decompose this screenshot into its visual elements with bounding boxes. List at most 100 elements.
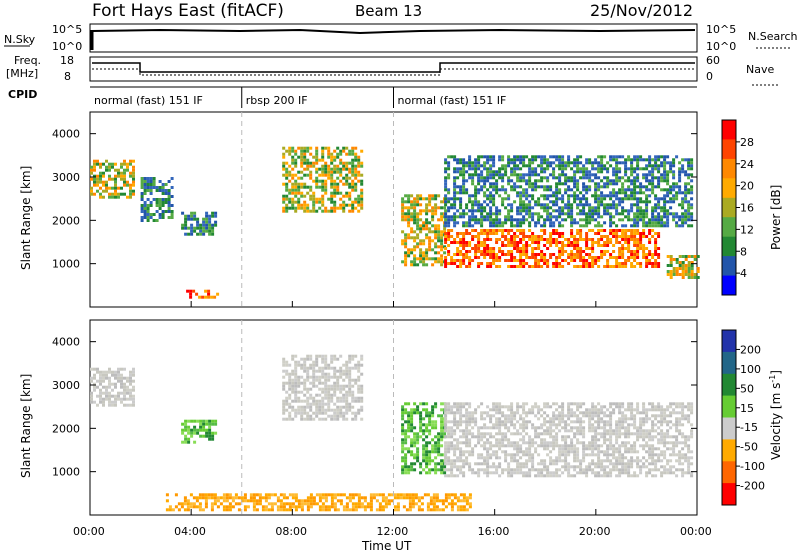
heatmap-cell bbox=[609, 215, 613, 219]
heatmap-cell bbox=[477, 241, 481, 244]
heatmap-cell bbox=[428, 423, 432, 427]
heatmap-cell bbox=[205, 434, 209, 438]
heatmap-cell bbox=[300, 182, 304, 186]
heatmap-cell bbox=[558, 179, 562, 183]
heatmap-cell bbox=[657, 179, 661, 183]
heatmap-cell bbox=[434, 444, 438, 448]
heatmap-cell bbox=[282, 375, 286, 379]
heatmap-cell bbox=[282, 417, 286, 421]
heatmap-cell bbox=[282, 161, 286, 165]
heatmap-cell bbox=[444, 221, 448, 225]
heatmap-cell bbox=[468, 173, 472, 177]
heatmap-cell bbox=[196, 223, 200, 227]
heatmap-cell bbox=[401, 197, 405, 201]
heatmap-cell bbox=[603, 194, 607, 198]
heatmap-cell bbox=[114, 168, 117, 172]
heatmap-cell bbox=[621, 200, 625, 204]
heatmap-cell bbox=[492, 471, 496, 475]
heatmap-cell bbox=[576, 447, 580, 451]
heatmap-cell bbox=[555, 232, 559, 235]
heatmap-cell bbox=[440, 423, 444, 427]
heatmap-cell bbox=[630, 191, 634, 195]
heatmap-cell bbox=[558, 191, 562, 195]
heatmap-cell bbox=[600, 215, 604, 219]
heatmap-cell bbox=[440, 465, 444, 469]
heatmap-cell bbox=[522, 200, 526, 204]
heatmap-cell bbox=[465, 170, 469, 174]
heatmap-cell bbox=[126, 403, 129, 407]
heatmap-cell bbox=[681, 414, 685, 418]
heatmap-cell bbox=[564, 414, 568, 418]
heatmap-cell bbox=[612, 182, 616, 186]
heatmap-cell bbox=[576, 408, 580, 412]
heatmap-cell bbox=[648, 408, 652, 412]
heatmap-cell bbox=[489, 185, 493, 189]
heatmap-cell bbox=[327, 387, 331, 391]
heatmap-cell bbox=[315, 375, 319, 379]
heatmap-cell bbox=[108, 162, 111, 166]
heatmap-cell bbox=[327, 176, 331, 180]
heatmap-cell bbox=[543, 459, 547, 463]
heatmap-cell bbox=[648, 221, 652, 225]
heatmap-cell bbox=[549, 218, 553, 222]
heatmap-cell bbox=[597, 232, 601, 235]
heatmap-cell bbox=[600, 224, 604, 228]
heatmap-cell bbox=[404, 245, 408, 249]
heatmap-cell bbox=[648, 232, 652, 235]
heatmap-cell bbox=[483, 182, 487, 186]
heatmap-cell bbox=[609, 221, 613, 225]
heatmap-cell bbox=[591, 161, 595, 165]
heatmap-cell bbox=[543, 194, 547, 198]
nsky-trace bbox=[91, 28, 696, 35]
heatmap-cell bbox=[597, 194, 601, 198]
heatmap-cell bbox=[522, 420, 526, 424]
heatmap-cell bbox=[687, 408, 691, 412]
heatmap-cell bbox=[447, 459, 451, 463]
heatmap-cell bbox=[672, 200, 676, 204]
heatmap-cell bbox=[576, 471, 580, 475]
heatmap-cell bbox=[303, 366, 307, 370]
heatmap-cell bbox=[561, 224, 565, 228]
heatmap-cell bbox=[687, 402, 691, 406]
heatmap-cell bbox=[90, 391, 93, 395]
heatmap-cell bbox=[558, 459, 562, 463]
heatmap-cell bbox=[549, 256, 553, 259]
heatmap-cell bbox=[597, 438, 601, 442]
heatmap-cell bbox=[351, 396, 355, 400]
heatmap-cell bbox=[288, 179, 292, 183]
heatmap-cell bbox=[681, 267, 685, 270]
heatmap-cell bbox=[471, 235, 475, 238]
heatmap-cell bbox=[327, 173, 331, 177]
heatmap-cell bbox=[522, 158, 526, 162]
heatmap-cell bbox=[483, 185, 487, 189]
heatmap-cell bbox=[594, 182, 598, 186]
heatmap-cell bbox=[428, 230, 432, 234]
heatmap-cell bbox=[549, 405, 553, 409]
heatmap-cell bbox=[348, 185, 352, 189]
heatmap-cell bbox=[573, 238, 577, 241]
heatmap-cell bbox=[477, 441, 481, 445]
heatmap-cell bbox=[434, 462, 438, 466]
heatmap-cell bbox=[513, 224, 517, 228]
heatmap-cell bbox=[498, 426, 502, 430]
heatmap-cell bbox=[483, 417, 487, 421]
heatmap-cell bbox=[456, 405, 460, 409]
heatmap-cell bbox=[561, 408, 565, 412]
heatmap-cell bbox=[606, 167, 610, 171]
heatmap-cell bbox=[468, 453, 472, 457]
heatmap-cell bbox=[440, 236, 444, 240]
heatmap-cell bbox=[627, 259, 631, 262]
heatmap-cell bbox=[513, 459, 517, 463]
heatmap-cell bbox=[333, 200, 337, 204]
heatmap-cell bbox=[588, 417, 592, 421]
heatmap-cell bbox=[330, 182, 334, 186]
heatmap-cell bbox=[468, 423, 472, 427]
heatmap-cell bbox=[321, 146, 325, 150]
heatmap-cell bbox=[690, 432, 694, 436]
heatmap-cell bbox=[483, 229, 487, 232]
heatmap-cell bbox=[639, 238, 643, 241]
heatmap-cell bbox=[431, 194, 435, 198]
heatmap-cell bbox=[297, 200, 301, 204]
heatmap-cell bbox=[573, 420, 577, 424]
heatmap-cell bbox=[519, 256, 523, 259]
